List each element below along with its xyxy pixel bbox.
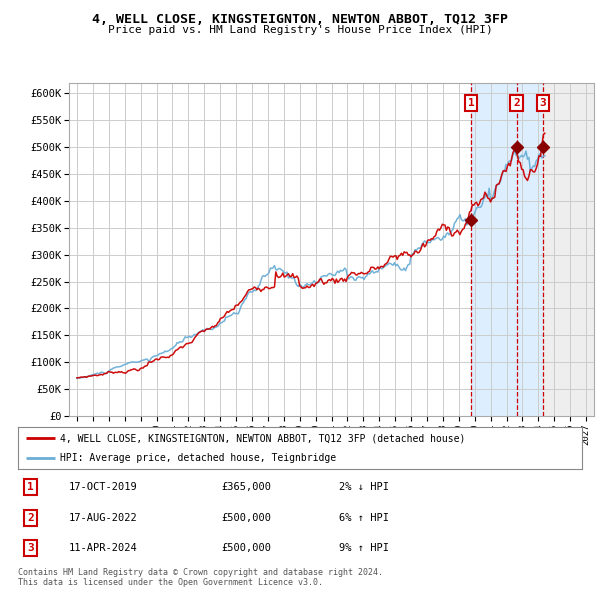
Bar [543, 83, 594, 416]
Text: 17-AUG-2022: 17-AUG-2022 [69, 513, 137, 523]
Text: £365,000: £365,000 [221, 482, 271, 492]
Text: £500,000: £500,000 [221, 513, 271, 523]
Text: 4, WELL CLOSE, KINGSTEIGNTON, NEWTON ABBOT, TQ12 3FP: 4, WELL CLOSE, KINGSTEIGNTON, NEWTON ABB… [92, 13, 508, 26]
Text: 1: 1 [27, 482, 34, 492]
Text: 11-APR-2024: 11-APR-2024 [69, 543, 137, 553]
Text: 9% ↑ HPI: 9% ↑ HPI [340, 543, 389, 553]
Bar [543, 83, 594, 416]
Text: 3: 3 [27, 543, 34, 553]
Text: Price paid vs. HM Land Registry's House Price Index (HPI): Price paid vs. HM Land Registry's House … [107, 25, 493, 35]
Text: 2: 2 [513, 98, 520, 108]
Text: £500,000: £500,000 [221, 543, 271, 553]
Bar [472, 83, 543, 416]
Text: 4, WELL CLOSE, KINGSTEIGNTON, NEWTON ABBOT, TQ12 3FP (detached house): 4, WELL CLOSE, KINGSTEIGNTON, NEWTON ABB… [60, 433, 466, 443]
Text: 6% ↑ HPI: 6% ↑ HPI [340, 513, 389, 523]
Text: Contains HM Land Registry data © Crown copyright and database right 2024.
This d: Contains HM Land Registry data © Crown c… [18, 568, 383, 587]
Text: 2% ↓ HPI: 2% ↓ HPI [340, 482, 389, 492]
Text: 3: 3 [539, 98, 546, 108]
Text: 17-OCT-2019: 17-OCT-2019 [69, 482, 137, 492]
Text: 2: 2 [27, 513, 34, 523]
Text: 1: 1 [468, 98, 475, 108]
Text: HPI: Average price, detached house, Teignbridge: HPI: Average price, detached house, Teig… [60, 453, 337, 463]
